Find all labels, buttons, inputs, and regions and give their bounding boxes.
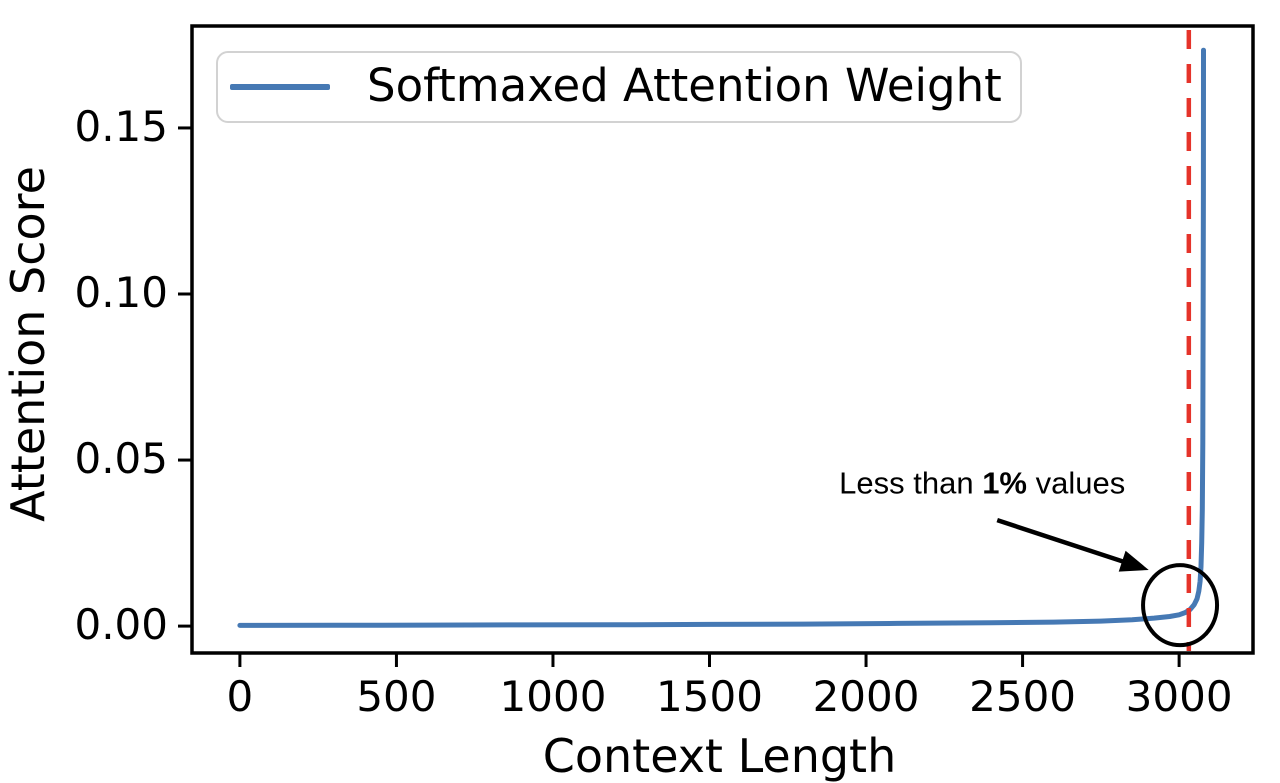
annotation-text-suffix: values (1027, 465, 1126, 501)
legend-entry-label: Softmaxed Attention Weight (367, 58, 1002, 112)
chart-legend: Softmaxed Attention Weight (216, 51, 1022, 123)
x-tick-label: 2000 (812, 672, 920, 721)
x-tick-label: 3000 (1125, 672, 1233, 721)
y-tick-label: 0.10 (74, 268, 168, 318)
annotation-text-prefix: Less than (839, 465, 983, 501)
annotation-arrowhead (1118, 550, 1149, 572)
y-tick-label: 0.15 (74, 102, 168, 152)
x-tick-label: 1500 (656, 672, 763, 721)
annotation-arrow (996, 518, 1129, 566)
y-tick-label: 0.00 (74, 600, 168, 650)
highlight-circle (1141, 563, 1220, 648)
x-axis-label: Context Length (542, 729, 897, 783)
legend-line-swatch (230, 84, 330, 90)
annotation-text: Less than 1% values (839, 467, 1125, 498)
y-tick-label: 0.05 (74, 434, 168, 484)
x-tick-label: 2500 (969, 672, 1077, 721)
x-tick-label: 1000 (499, 672, 607, 721)
plot-border (190, 24, 1255, 655)
x-tick-label: 500 (356, 672, 437, 721)
annotation-text-bold: 1% (982, 465, 1027, 501)
x-tick-label: 0 (226, 672, 254, 721)
attention-curve (237, 47, 1206, 628)
